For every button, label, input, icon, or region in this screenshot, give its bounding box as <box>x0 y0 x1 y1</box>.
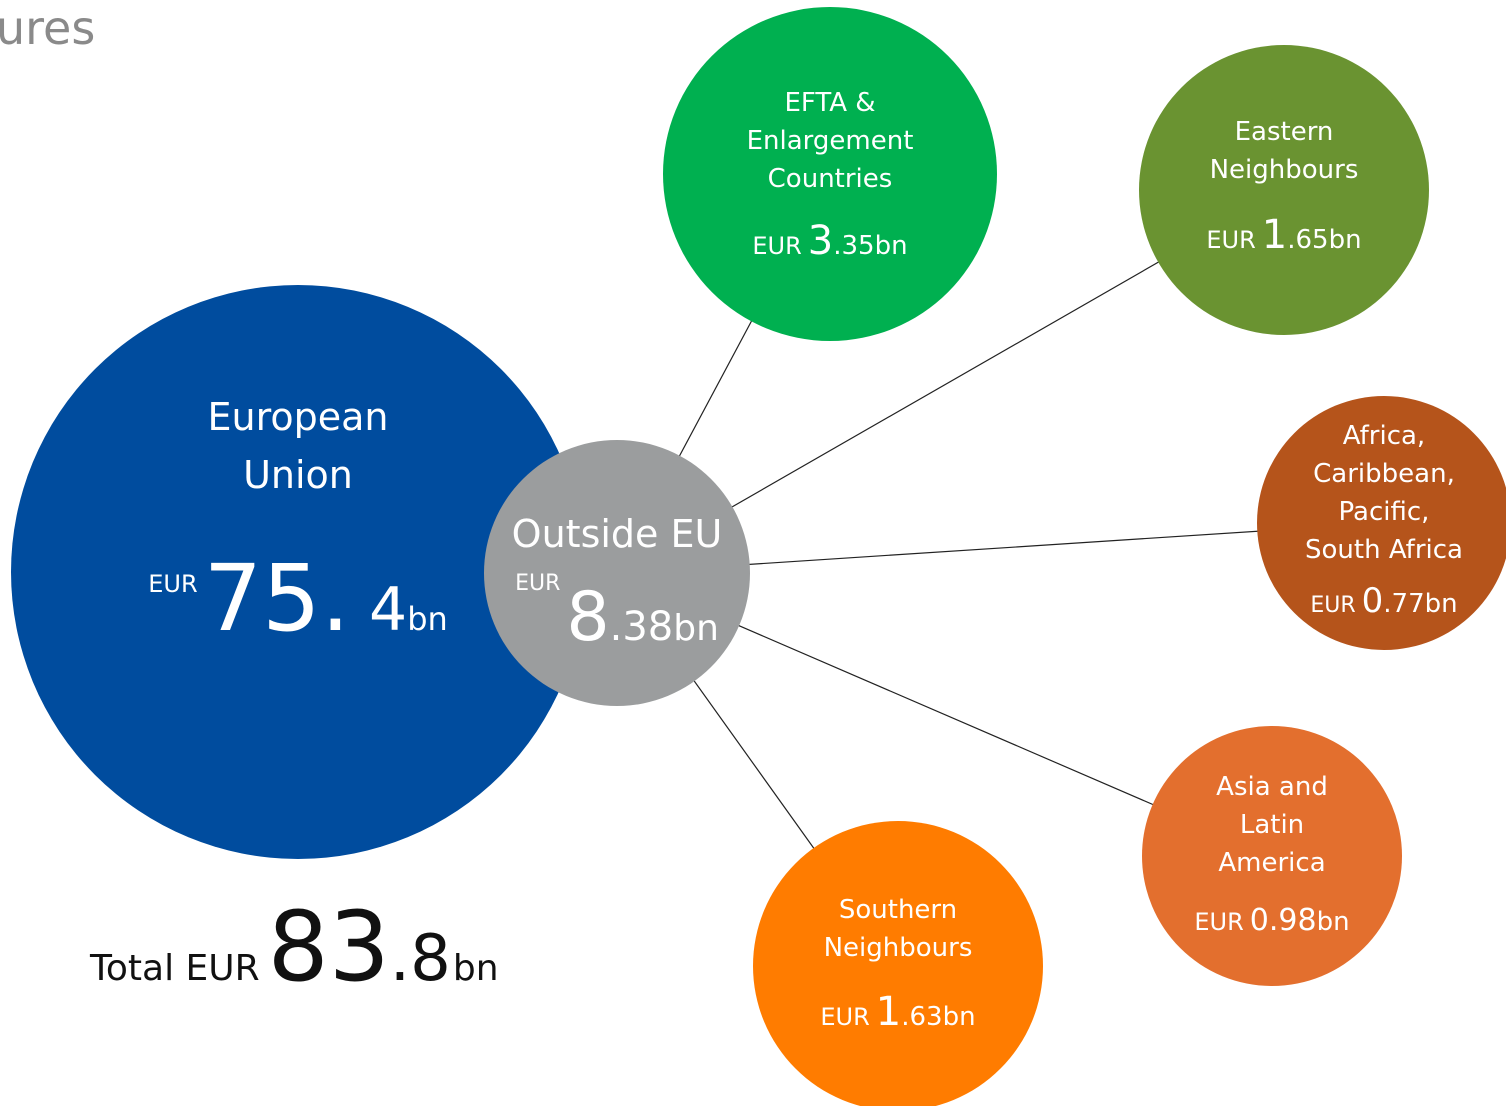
region-label: Enlargement <box>747 126 914 156</box>
region-label: Southern <box>839 895 957 925</box>
region-circle <box>753 821 1043 1106</box>
currency: EUR <box>1310 593 1355 618</box>
amount: 75. 4 <box>204 545 408 652</box>
region-label: Neighbours <box>824 933 973 963</box>
amount: 3.35 <box>808 218 875 264</box>
region-circle <box>1139 45 1429 335</box>
region-label: Eastern <box>1235 117 1334 147</box>
unit: bn <box>673 608 719 649</box>
title: ures <box>0 1 95 55</box>
amount: 0.77 <box>1362 581 1425 621</box>
unit: bn <box>875 231 908 261</box>
currency: EUR <box>1206 226 1255 254</box>
currency: EUR <box>820 1003 869 1031</box>
region-label: Asia and <box>1216 772 1328 802</box>
unit: bn <box>943 1002 976 1032</box>
region-label: Union <box>243 453 353 497</box>
region-circle <box>663 7 997 341</box>
total-amount: 83.8 <box>268 891 451 1003</box>
region-label: Africa, <box>1343 421 1425 451</box>
region-label: Countries <box>768 164 893 194</box>
region-circle <box>1142 726 1402 986</box>
region-circle <box>11 285 585 859</box>
amount: 1.63 <box>876 989 943 1035</box>
region-label: Caribbean, <box>1313 459 1455 489</box>
region-label: Outside EU <box>512 512 723 556</box>
unit: bn <box>407 600 448 638</box>
total-unit: bn <box>453 948 499 989</box>
region-label: Neighbours <box>1210 155 1359 185</box>
region-label: European <box>207 395 388 439</box>
region-label: America <box>1218 848 1325 878</box>
amount: 0.98 <box>1250 903 1317 938</box>
region-circle <box>1257 396 1506 650</box>
amount: 8.38 <box>566 578 673 657</box>
region-label: South Africa <box>1305 535 1463 565</box>
unit: bn <box>1317 907 1350 937</box>
currency: EUR <box>515 571 560 596</box>
currency: EUR <box>752 232 801 260</box>
total-prefix: Total EUR <box>89 948 260 989</box>
unit: bn <box>1329 225 1362 255</box>
currency: EUR <box>148 570 197 598</box>
region-circle <box>484 440 750 706</box>
unit: bn <box>1425 589 1458 619</box>
region-label: Latin <box>1240 810 1304 840</box>
amount: 1.65 <box>1262 212 1329 258</box>
region-label: EFTA & <box>784 88 875 118</box>
currency: EUR <box>1194 908 1243 936</box>
region-label: Pacific, <box>1339 497 1430 527</box>
